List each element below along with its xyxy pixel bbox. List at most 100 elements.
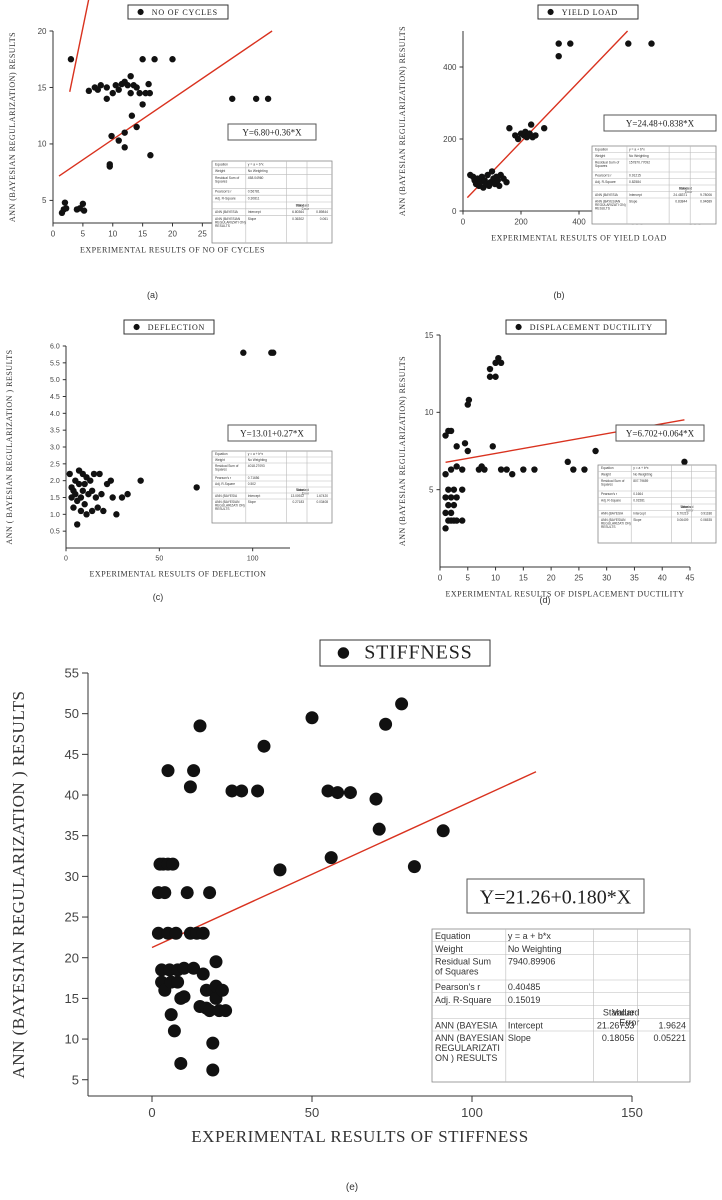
table-cell: ANN (BAYESIA (595, 193, 619, 197)
y-tick-label: 6.0 (50, 343, 60, 350)
table-cell: y = a + b*x (633, 466, 649, 470)
table-cell: 0.36302 (292, 217, 304, 221)
table-cell: Pearson's r (435, 982, 480, 992)
regression-line (151, 771, 537, 949)
data-point (100, 507, 107, 515)
data-point (187, 764, 201, 778)
data-point (133, 123, 140, 131)
table-cell: Pearson's r (595, 173, 612, 177)
data-point (445, 501, 452, 509)
data-point (177, 961, 191, 975)
data-point (94, 86, 102, 93)
data-point (167, 1024, 181, 1038)
y-tick-label: 400 (443, 63, 457, 72)
data-point (151, 56, 158, 63)
data-point (215, 983, 229, 997)
data-point (124, 490, 131, 498)
table-cell: No Weighting (629, 154, 649, 158)
data-point (532, 132, 539, 139)
data-point (486, 365, 494, 373)
y-tick-label: 3.0 (50, 444, 60, 451)
x-tick-label: 0 (148, 1105, 155, 1120)
table-cell: No Weighting (248, 458, 267, 462)
data-point (193, 719, 207, 733)
x-tick-label: 10 (491, 574, 500, 583)
data-point (395, 697, 409, 711)
table-cell: Weight (215, 169, 225, 173)
data-point (229, 95, 236, 102)
table-cell: 9.78006 (700, 193, 712, 197)
fit-equation: Y=24.48+0.838*X (626, 119, 695, 129)
data-point (106, 163, 113, 170)
table-cell: Adj. R-Square (215, 482, 235, 486)
data-point (121, 129, 128, 136)
table-cell: ANN (BAYESIAN REGULARIZATI ON) RESULTS (215, 500, 245, 511)
table-cell: Value (296, 203, 304, 207)
y-tick-label: 3.5 (50, 428, 60, 435)
x-tick-label: 45 (686, 574, 695, 583)
y-tick-label: 5.0 (50, 377, 60, 384)
data-point (72, 490, 79, 498)
x-tick-label: 0 (438, 574, 443, 583)
y-tick-label: 5 (429, 485, 434, 494)
y-tick-label: 20 (65, 950, 79, 965)
data-point (450, 501, 458, 509)
data-point (96, 470, 103, 478)
table-cell: 6.70219 (677, 512, 689, 516)
data-point (379, 717, 393, 731)
chart-panel-e: 0 50 100 150 5 10 15 20 25 30 35 40 45 50 55 EXPERIMENT… (9, 639, 691, 1193)
table-cell: Pearson's r (215, 476, 232, 480)
table-cell: ANN (BAYESIAN REGULARIZATI ON) RESULTS (595, 199, 626, 210)
equation-box (615, 424, 705, 442)
data-point (177, 990, 191, 1004)
table-cell: Value (296, 488, 304, 492)
table-cell: ANN (BAYESIA (215, 210, 239, 214)
table-cell: 0.30811 (248, 196, 260, 200)
data-point (147, 152, 154, 159)
table-cell: Residual Sum of Squares (215, 464, 239, 472)
data-point (98, 490, 105, 498)
legend-label: YIELD LOAD (562, 8, 618, 17)
fit-equation: Y=13.01+0.27*X (240, 429, 304, 439)
data-point (127, 89, 134, 97)
data-point (85, 87, 93, 95)
table-cell: ANN (BAYESIAN REGULARIZATI ON) RESULTS (601, 518, 631, 529)
x-axis-label: EXPERIMENTAL RESULTS OF DISPLACEMENT DUC… (446, 590, 685, 599)
panel-label: (c) (153, 592, 164, 602)
data-point (174, 1056, 188, 1070)
data-point (203, 1004, 217, 1018)
data-point (94, 504, 101, 511)
data-point (494, 177, 501, 184)
data-point (83, 511, 90, 518)
y-tick-label: 0.5 (50, 529, 60, 536)
table-cell: Weight (595, 154, 605, 158)
table-cell: Weight (215, 458, 225, 462)
table-cell: Equation (601, 466, 614, 470)
y-axis-label: ANN (BAYESIAN REGULARIZATION ) RESULTS (9, 691, 28, 1079)
data-point (531, 466, 538, 473)
data-point (447, 494, 455, 501)
x-tick-label: 100 (247, 555, 259, 562)
table-cell: 1.9624 (658, 1020, 686, 1030)
table-cell: Adj. R-Square (435, 995, 492, 1005)
x-tick-label: 35 (630, 574, 639, 583)
data-point (407, 860, 421, 874)
data-point (169, 56, 176, 63)
data-point (118, 494, 126, 501)
data-point (321, 784, 335, 798)
data-point (464, 447, 471, 455)
y-axis-label: ANN (BAYESIAN REGULARIZATION) RESULTS (8, 32, 17, 222)
data-point (465, 396, 473, 404)
data-point (503, 179, 510, 186)
data-point (90, 470, 98, 478)
x-axis-label: EXPERIMENTAL RESULTS OF YIELD LOAD (491, 234, 666, 243)
legend-label: STIFFNESS (364, 642, 472, 664)
x-tick-label: 15 (519, 574, 528, 583)
data-point (77, 507, 85, 515)
y-tick-label: 5 (42, 196, 47, 205)
table-cell: 6.80364 (292, 210, 304, 214)
table-cell: 0.56781 (248, 190, 260, 194)
data-point (107, 477, 115, 484)
data-point (81, 480, 88, 488)
